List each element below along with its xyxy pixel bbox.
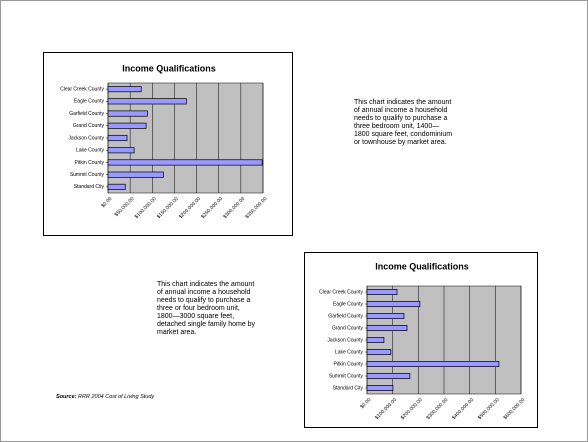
bar [366,289,398,295]
y-tick-label: Standard City [74,184,105,190]
bar [366,385,394,391]
y-tick-label: Standard City [333,385,364,391]
x-tick-label: $200,000.00 [400,397,424,421]
y-tick-label: Jackson County [327,337,363,343]
bar [366,373,411,379]
bar [107,171,164,178]
x-tick-label: $0.00 [100,196,113,209]
x-tick-label: $50,000.00 [114,196,136,218]
x-tick-label: $200,000.00 [178,196,202,220]
chart: Income Qualifications $0.00 $50,000.00$100… [43,52,293,236]
bar [366,301,421,307]
bar [107,159,263,166]
x-tick-label: $100,000.00 [134,196,158,220]
bar [107,110,148,117]
chart-title: Income Qualifications [122,63,216,73]
x-tick-label: $300,000.00 [425,397,449,421]
y-tick-label: Lake County [76,148,105,154]
y-tick-label: Clear Creek County [319,289,363,295]
x-tick-label: $600,000.00 [502,397,526,421]
y-tick-label: Garfield County [69,111,104,117]
bar [366,361,500,367]
x-tick-label: $100,000.00 [374,397,398,421]
chart-title: Income Qualifications [375,261,469,271]
y-tick-label: Garfield County [328,313,363,319]
y-tick-label: Lake County [335,349,364,355]
bar [366,313,405,319]
y-tick-label: Summit County [329,373,364,379]
y-tick-label: Eagle County [74,99,105,105]
bar [107,122,147,129]
y-tick-label: Pitkin County [75,160,105,166]
x-tick-label: $300,000.00 [222,196,246,220]
x-tick-label: $150,000.00 [156,196,180,220]
bar [107,86,142,93]
y-tick-label: Pitkin County [334,361,364,367]
chart-note: This chart indicates the amount of annua… [354,99,453,146]
bar [107,183,126,190]
x-tick-label: $250,000.00 [200,196,224,220]
source-text: RRR 2004 Cost of Living Study [78,394,155,400]
x-tick-label: $350,000.00 [244,196,268,220]
y-tick-label: Eagle County [333,301,364,307]
bar [366,337,385,343]
x-tick-label: $0.00 [359,397,372,410]
bar [107,134,128,142]
y-tick-label: Clear Creek County [60,86,104,92]
x-tick-label: $400,000.00 [451,397,475,421]
bar [366,349,392,355]
chart-note: This chart indicates the amount of annua… [157,281,256,336]
bar [107,98,187,105]
source: Source: RRR 2004 Cost of Living Study [56,394,154,400]
y-tick-label: Grand County [73,123,105,129]
y-tick-label: Jackson County [68,135,104,141]
bar [366,325,408,331]
bar [107,147,135,154]
chart: Income Qualifications $0.00 $100,000.00 $20… [304,252,538,428]
y-tick-label: Summit County [70,172,105,178]
y-tick-label: Grand County [332,325,364,331]
source-label: Source: [56,394,77,400]
x-tick-label: $500,000.00 [477,397,501,421]
